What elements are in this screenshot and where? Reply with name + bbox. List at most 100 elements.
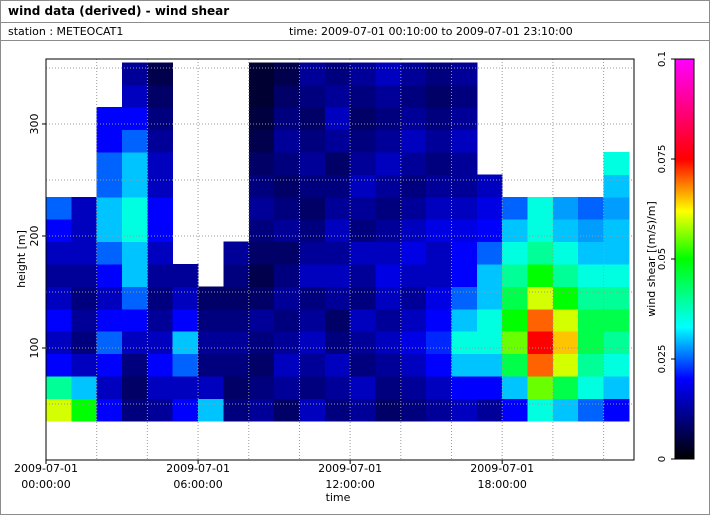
heat-cell <box>147 84 174 108</box>
heat-cell <box>96 308 123 332</box>
heat-cell <box>603 174 630 198</box>
heat-cell <box>122 84 148 108</box>
heat-cell <box>350 196 376 220</box>
heat-cell <box>426 286 453 310</box>
colorbar-label: wind shear [(m/s)/m] <box>645 201 658 316</box>
heat-cell <box>350 398 376 422</box>
heat-cell <box>172 286 199 310</box>
heat-cell <box>451 84 478 108</box>
heat-cell <box>502 241 529 265</box>
heat-cell <box>223 308 250 332</box>
heat-cell <box>451 308 478 332</box>
heat-cell <box>299 219 326 243</box>
heat-cell <box>299 151 326 175</box>
heat-cell <box>122 263 148 287</box>
heat-cell <box>350 62 376 86</box>
heat-cell <box>350 286 376 310</box>
heat-cell <box>476 375 503 399</box>
heat-cell <box>375 219 402 243</box>
heat-cell <box>96 107 123 131</box>
heat-cell <box>122 241 148 265</box>
heat-cell <box>96 263 123 287</box>
time-range: time: 2009-07-01 00:10:00 to 2009-07-01 … <box>289 25 573 38</box>
heat-cell <box>147 129 174 153</box>
heat-cell <box>96 398 123 422</box>
heat-cell <box>578 375 605 399</box>
heat-cell <box>299 107 326 131</box>
heat-cell <box>350 375 376 399</box>
heat-cell <box>324 241 351 265</box>
heat-cell <box>603 398 630 422</box>
heat-cell <box>147 174 174 198</box>
heat-cell <box>46 398 72 422</box>
x-tick-label: 2009-07-01 00:00:00 <box>14 462 78 491</box>
heat-cell <box>223 286 250 310</box>
heat-cell <box>248 219 275 243</box>
heat-cell <box>46 196 72 220</box>
heat-cell <box>552 219 579 243</box>
heat-cell <box>451 241 478 265</box>
heat-cell <box>603 196 630 220</box>
heat-cell <box>147 375 174 399</box>
heat-cell <box>96 353 123 377</box>
heat-cell <box>248 331 275 355</box>
heat-cell <box>147 62 174 86</box>
heat-cell <box>299 263 326 287</box>
heat-cell <box>426 219 453 243</box>
heat-cell <box>46 286 72 310</box>
heat-cell <box>324 263 351 287</box>
heat-cell <box>426 107 453 131</box>
heat-cell <box>426 241 453 265</box>
heat-cell <box>96 174 123 198</box>
heat-cell <box>248 62 275 86</box>
heat-cell <box>350 331 376 355</box>
heat-cell <box>476 286 503 310</box>
heat-cell <box>96 219 123 243</box>
heat-cell <box>71 286 98 310</box>
heat-cell <box>274 398 300 422</box>
heat-cell <box>527 219 554 243</box>
heat-cell <box>375 84 402 108</box>
heat-cell <box>400 375 427 399</box>
heat-cell <box>274 331 300 355</box>
heat-cell <box>324 308 351 332</box>
heat-cell <box>603 375 630 399</box>
heat-cell <box>324 107 351 131</box>
heat-cell <box>375 398 402 422</box>
heat-cell <box>122 62 148 86</box>
heat-cell <box>248 129 275 153</box>
heat-cell <box>476 241 503 265</box>
heat-cell <box>198 286 224 310</box>
heat-cell <box>502 353 529 377</box>
heat-cell <box>451 286 478 310</box>
heat-cell <box>451 151 478 175</box>
heat-cell <box>324 375 351 399</box>
heat-cell <box>274 375 300 399</box>
heat-cell <box>502 375 529 399</box>
heat-cell <box>299 398 326 422</box>
heat-cell <box>400 151 427 175</box>
x-tick-label: 2009-07-01 12:00:00 <box>318 462 382 491</box>
heat-cell <box>71 375 98 399</box>
heat-cell <box>96 375 123 399</box>
heat-cell <box>426 331 453 355</box>
heat-cell <box>578 286 605 310</box>
heat-cell <box>248 263 275 287</box>
heat-cell <box>451 129 478 153</box>
heat-cell <box>350 219 376 243</box>
heat-cell <box>502 308 529 332</box>
heat-cell <box>274 353 300 377</box>
heat-cell <box>248 174 275 198</box>
heat-cell <box>324 129 351 153</box>
heat-cell <box>96 151 123 175</box>
heat-cell <box>248 353 275 377</box>
heat-cell <box>502 263 529 287</box>
heat-cell <box>426 129 453 153</box>
heat-cell <box>324 174 351 198</box>
heat-cell <box>578 353 605 377</box>
x-tick-label: 2009-07-01 18:00:00 <box>470 462 534 491</box>
heat-cell <box>578 219 605 243</box>
heat-cell <box>46 353 72 377</box>
heat-cell <box>400 174 427 198</box>
